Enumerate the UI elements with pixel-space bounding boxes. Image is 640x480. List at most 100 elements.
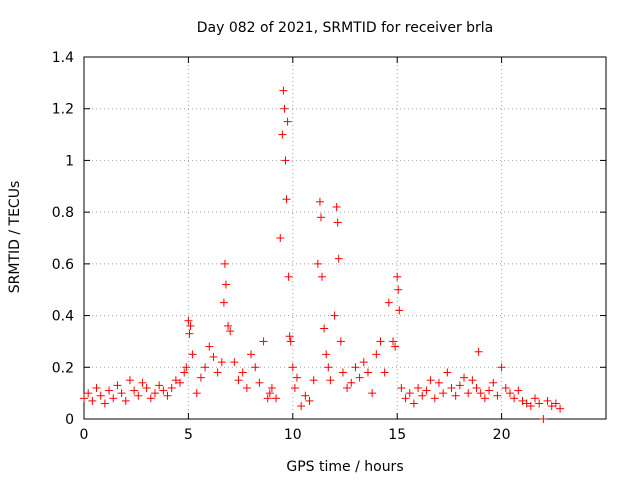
data-point xyxy=(397,383,406,392)
data-point xyxy=(155,381,164,390)
data-point xyxy=(267,383,276,392)
data-point xyxy=(389,337,398,346)
data-point xyxy=(180,368,189,377)
data-point xyxy=(422,386,431,395)
data-point xyxy=(220,259,229,268)
data-point xyxy=(430,394,439,403)
plot-frame xyxy=(83,56,607,420)
y-tick-label: 1.4 xyxy=(52,50,74,66)
data-point xyxy=(313,259,322,268)
data-point xyxy=(518,396,527,405)
data-point xyxy=(316,213,325,222)
data-point xyxy=(92,383,101,392)
data-point xyxy=(125,376,134,385)
data-point xyxy=(280,104,289,113)
y-tick-label: 0.4 xyxy=(52,309,74,325)
data-point xyxy=(330,311,339,320)
data-point xyxy=(368,389,377,398)
data-series-srmtid xyxy=(80,86,565,423)
data-point xyxy=(501,383,510,392)
y-tick-label: 0.6 xyxy=(52,257,74,273)
data-point xyxy=(434,378,443,387)
data-point xyxy=(320,324,329,333)
data-point xyxy=(372,350,381,359)
data-point xyxy=(472,383,481,392)
data-point xyxy=(493,391,502,400)
data-point xyxy=(281,156,290,165)
data-point xyxy=(167,383,176,392)
data-point xyxy=(272,394,281,403)
data-point xyxy=(251,363,260,372)
data-point xyxy=(192,389,201,398)
data-point xyxy=(288,363,297,372)
data-point xyxy=(238,368,247,377)
data-point xyxy=(285,332,294,341)
data-point xyxy=(324,363,333,372)
data-point xyxy=(338,368,347,377)
data-point xyxy=(171,376,180,385)
data-point xyxy=(146,394,155,403)
data-point xyxy=(196,373,205,382)
x-tick-label: 10 xyxy=(284,427,302,443)
data-point xyxy=(376,337,385,346)
data-point xyxy=(221,280,230,289)
data-point xyxy=(384,298,393,307)
data-point xyxy=(543,396,552,405)
data-point xyxy=(347,378,356,387)
data-point xyxy=(401,394,410,403)
data-point xyxy=(283,117,292,126)
data-point xyxy=(247,350,256,359)
data-point xyxy=(343,383,352,392)
data-point xyxy=(278,130,287,139)
data-point xyxy=(185,329,194,338)
data-point xyxy=(556,404,565,413)
x-tick-label: 20 xyxy=(493,427,511,443)
x-axis-label: GPS time / hours xyxy=(286,459,403,475)
data-point xyxy=(514,386,523,395)
data-point xyxy=(259,337,268,346)
data-point xyxy=(326,376,335,385)
data-point xyxy=(213,368,222,377)
data-point xyxy=(309,376,318,385)
data-point xyxy=(426,376,435,385)
data-point xyxy=(219,298,228,307)
data-point xyxy=(184,316,193,325)
data-point xyxy=(476,389,485,398)
data-point xyxy=(186,321,195,330)
data-point xyxy=(363,368,372,377)
y-tick-label: 0.8 xyxy=(52,205,74,221)
data-point xyxy=(80,394,88,403)
data-point xyxy=(393,272,402,281)
y-tick-label: 1.2 xyxy=(52,102,74,118)
data-point xyxy=(290,383,299,392)
data-point xyxy=(279,86,288,95)
y-tick-label: 1 xyxy=(65,153,74,169)
data-point xyxy=(284,272,293,281)
data-point xyxy=(480,394,489,403)
x-tick-label: 15 xyxy=(388,427,406,443)
data-point xyxy=(522,399,531,408)
data-point xyxy=(409,399,418,408)
y-tick-label: 0 xyxy=(65,412,74,428)
data-point xyxy=(138,378,147,387)
chart-title: Day 082 of 2021, SRMTID for receiver brl… xyxy=(197,20,494,36)
data-point xyxy=(447,383,456,392)
data-point xyxy=(176,378,185,387)
data-point xyxy=(489,378,498,387)
data-point xyxy=(505,389,514,398)
data-point xyxy=(113,381,122,390)
data-point xyxy=(322,350,331,359)
data-point xyxy=(263,394,272,403)
data-point xyxy=(84,389,93,398)
data-point xyxy=(391,342,400,351)
data-point xyxy=(497,363,506,372)
data-point xyxy=(334,254,343,263)
data-point xyxy=(485,386,494,395)
data-point xyxy=(474,347,483,356)
data-point xyxy=(96,391,105,400)
data-point xyxy=(201,363,210,372)
y-tick-label: 0.2 xyxy=(52,360,74,376)
data-point xyxy=(255,378,264,387)
